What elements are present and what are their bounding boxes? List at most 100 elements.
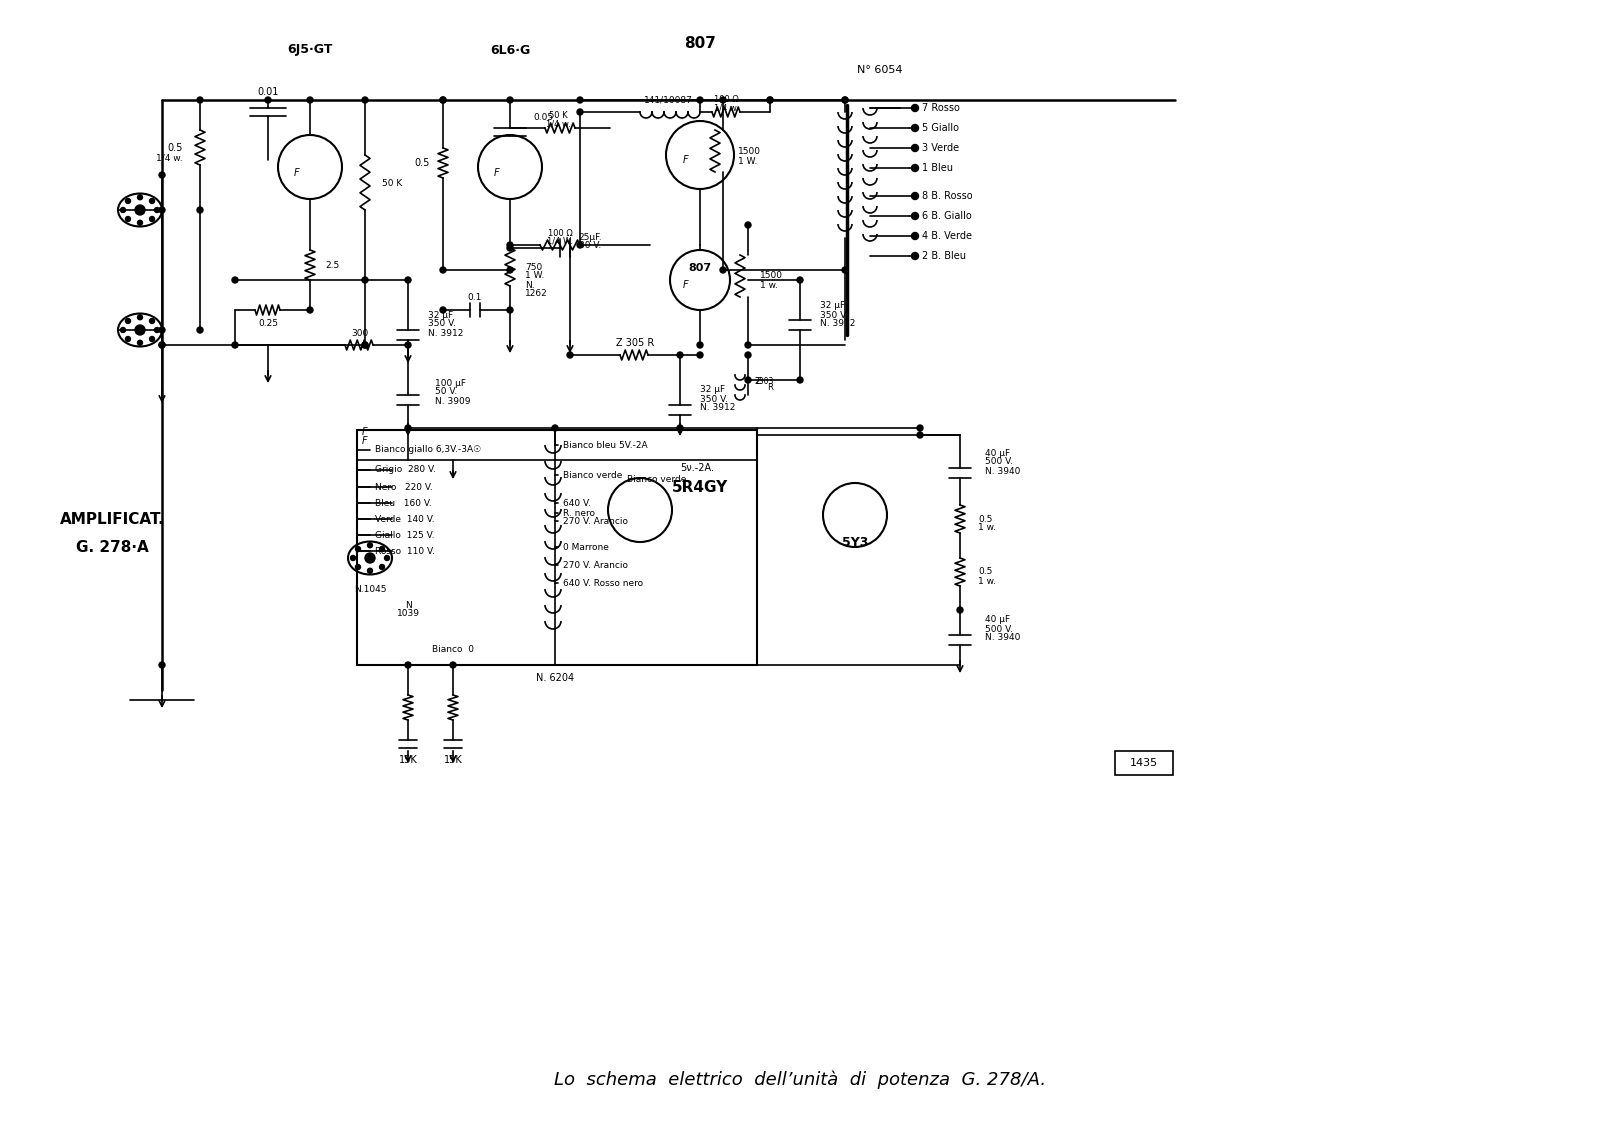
Text: N. 3940: N. 3940: [986, 633, 1021, 642]
Text: 0.1: 0.1: [467, 294, 482, 302]
Circle shape: [197, 97, 203, 103]
Circle shape: [384, 555, 389, 561]
Circle shape: [405, 277, 411, 283]
Text: N. 3912: N. 3912: [429, 328, 464, 337]
Text: 6J5·GT: 6J5·GT: [288, 43, 333, 57]
Text: 350 V.: 350 V.: [819, 311, 848, 319]
Circle shape: [149, 216, 155, 222]
Text: 1 W.: 1 W.: [525, 271, 544, 280]
Circle shape: [912, 252, 918, 259]
Text: 500 V.: 500 V.: [986, 458, 1013, 466]
Circle shape: [507, 307, 514, 313]
Circle shape: [405, 662, 411, 668]
Circle shape: [912, 104, 918, 112]
Circle shape: [365, 553, 374, 563]
Text: F: F: [494, 169, 499, 178]
Text: R. nero: R. nero: [563, 509, 595, 518]
Text: Z: Z: [755, 378, 762, 387]
Text: 270 V. Arancio: 270 V. Arancio: [563, 517, 627, 526]
Text: N.1045: N.1045: [354, 586, 386, 595]
Text: 0.5: 0.5: [978, 568, 992, 577]
Circle shape: [507, 242, 514, 248]
Circle shape: [912, 233, 918, 240]
Circle shape: [720, 267, 726, 273]
Circle shape: [125, 337, 131, 342]
Text: F: F: [683, 155, 690, 165]
Circle shape: [440, 307, 446, 313]
Circle shape: [379, 546, 384, 552]
Circle shape: [158, 172, 165, 178]
Circle shape: [440, 267, 446, 273]
Circle shape: [912, 145, 918, 152]
Circle shape: [307, 307, 314, 313]
Circle shape: [746, 222, 750, 228]
Text: 1/4 W.: 1/4 W.: [547, 236, 573, 245]
Text: 1 w.: 1 w.: [978, 524, 995, 533]
Text: 1/4 w.: 1/4 w.: [546, 120, 570, 129]
Text: Rosso  110 V.: Rosso 110 V.: [374, 546, 435, 555]
Circle shape: [912, 164, 918, 172]
Circle shape: [766, 97, 773, 103]
Text: 750: 750: [525, 262, 542, 271]
Text: F: F: [362, 435, 368, 446]
Text: R: R: [766, 383, 773, 392]
Text: N: N: [405, 601, 411, 610]
Text: 1 w.: 1 w.: [978, 577, 995, 586]
Text: 5R4GY: 5R4GY: [672, 481, 728, 495]
Circle shape: [842, 97, 848, 103]
Text: 50 V.: 50 V.: [435, 388, 458, 397]
Circle shape: [405, 425, 411, 431]
Circle shape: [355, 564, 360, 570]
Bar: [357, 430, 757, 665]
Text: 15K: 15K: [443, 756, 462, 765]
Text: Bianco bleu 5V.-2A: Bianco bleu 5V.-2A: [563, 440, 648, 449]
Text: 640 V. Rosso nero: 640 V. Rosso nero: [563, 578, 643, 587]
Circle shape: [677, 352, 683, 359]
Circle shape: [149, 319, 155, 323]
Text: AMPLIFICAT.: AMPLIFICAT.: [59, 512, 165, 527]
Circle shape: [720, 97, 726, 103]
Circle shape: [232, 342, 238, 348]
Circle shape: [362, 97, 368, 103]
Text: 141/10087: 141/10087: [643, 95, 693, 104]
Text: 1/4 w.: 1/4 w.: [714, 104, 738, 112]
Text: 100 Ω: 100 Ω: [547, 228, 573, 238]
Circle shape: [138, 340, 142, 345]
Circle shape: [155, 207, 160, 213]
Circle shape: [158, 342, 165, 348]
Text: Grigio  280 V.: Grigio 280 V.: [374, 466, 435, 475]
Circle shape: [134, 205, 146, 215]
Circle shape: [917, 432, 923, 438]
Text: N. 3912: N. 3912: [819, 319, 856, 328]
Circle shape: [842, 97, 848, 103]
Circle shape: [766, 97, 773, 103]
Circle shape: [746, 377, 750, 383]
Text: 100 Ω: 100 Ω: [714, 95, 738, 104]
Circle shape: [355, 546, 360, 552]
Text: F: F: [294, 169, 299, 178]
Text: 0.5: 0.5: [414, 158, 430, 169]
Text: 5 Giallo: 5 Giallo: [922, 123, 958, 133]
Text: 40 µF: 40 µF: [986, 449, 1010, 458]
Text: 300: 300: [352, 328, 368, 337]
Circle shape: [350, 555, 355, 561]
Text: N. 6204: N. 6204: [536, 673, 574, 683]
Circle shape: [134, 325, 146, 335]
Circle shape: [158, 327, 165, 333]
Text: 0.5: 0.5: [978, 515, 992, 524]
Circle shape: [450, 662, 456, 668]
Circle shape: [379, 564, 384, 570]
Text: N. 3912: N. 3912: [701, 404, 736, 413]
Text: G. 278·A: G. 278·A: [75, 539, 149, 554]
Circle shape: [552, 425, 558, 431]
Text: 25µF.: 25µF.: [578, 233, 602, 242]
Circle shape: [405, 342, 411, 348]
Circle shape: [120, 207, 125, 213]
Circle shape: [362, 342, 368, 348]
Text: Bianco giallo 6,3V.-3A☉: Bianco giallo 6,3V.-3A☉: [374, 446, 482, 455]
Circle shape: [698, 97, 702, 103]
Text: N. 3940: N. 3940: [986, 466, 1021, 475]
Bar: [1115, 751, 1173, 775]
Text: 1262: 1262: [525, 290, 547, 299]
Circle shape: [746, 342, 750, 348]
